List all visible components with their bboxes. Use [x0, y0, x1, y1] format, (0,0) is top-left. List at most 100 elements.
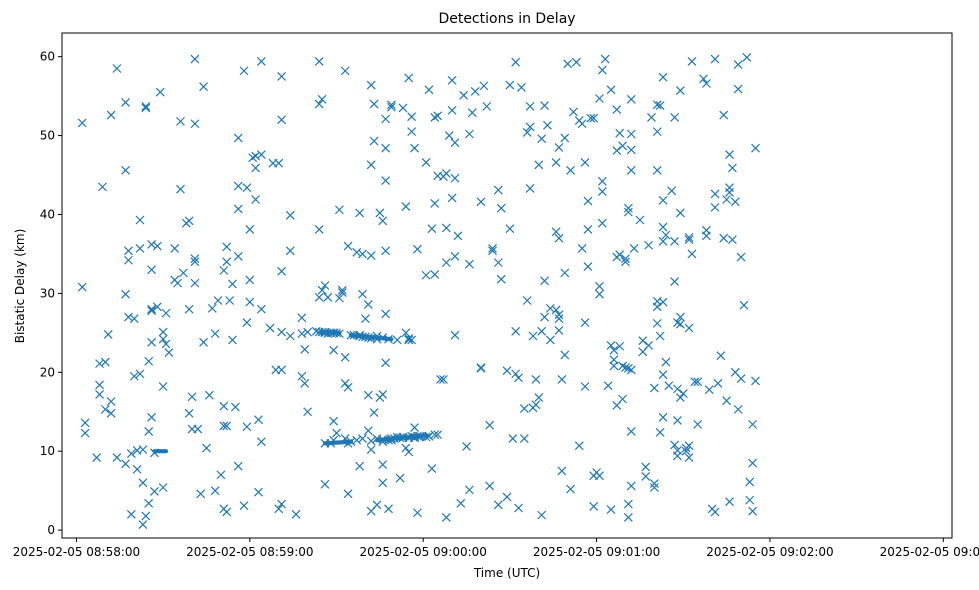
data-point [358, 434, 367, 444]
data-point [222, 421, 232, 431]
data-point [733, 60, 743, 69]
data-point [277, 115, 287, 125]
data-point [450, 330, 460, 340]
data-point [566, 484, 575, 494]
data-point [621, 257, 630, 267]
data-point [152, 241, 162, 251]
data-point [441, 223, 451, 233]
data-point [589, 502, 599, 511]
data-point [204, 390, 214, 400]
data-point [147, 304, 157, 314]
data-point [121, 165, 130, 175]
data-point [138, 445, 148, 455]
data-point [710, 507, 720, 517]
data-point [664, 381, 674, 391]
data-point [193, 424, 203, 434]
data-point [285, 210, 295, 220]
data-point [274, 158, 284, 168]
data-point [129, 314, 139, 324]
data-point [173, 278, 183, 288]
data-point [386, 102, 396, 112]
data-point [600, 54, 610, 64]
data-point [410, 143, 419, 153]
data-point [340, 66, 350, 76]
data-point [488, 243, 497, 253]
data-point [366, 445, 376, 455]
data-point [100, 357, 110, 367]
data-point [583, 196, 593, 206]
data-point [360, 332, 370, 342]
data-point [701, 225, 711, 235]
data-point [222, 507, 232, 517]
data-point [112, 64, 122, 73]
data-point [479, 81, 489, 91]
data-point [334, 293, 344, 303]
data-point [199, 337, 209, 347]
data-point [178, 268, 188, 278]
data-point [673, 416, 682, 425]
data-point [233, 133, 243, 143]
data-point [395, 433, 405, 443]
data-point [496, 274, 506, 284]
data-point [514, 503, 523, 513]
data-point [441, 169, 451, 178]
data-point [95, 389, 104, 399]
data-point [488, 246, 497, 256]
data-point [540, 312, 549, 322]
data-point [285, 246, 295, 256]
data-point [745, 477, 755, 487]
data-point [574, 441, 584, 451]
data-point [652, 100, 662, 110]
data-point [381, 246, 391, 256]
data-point [615, 250, 625, 260]
data-point [378, 460, 388, 470]
data-point [92, 453, 102, 462]
data-point [355, 461, 365, 471]
data-point [332, 428, 341, 438]
data-point [493, 185, 503, 195]
data-point [251, 195, 261, 204]
data-point [450, 138, 460, 148]
data-point [456, 498, 466, 508]
data-point [126, 449, 136, 458]
data-point [623, 363, 633, 373]
data-point [265, 323, 275, 333]
data-point [346, 437, 356, 447]
data-point [485, 481, 495, 491]
data-point [675, 312, 685, 322]
data-point [609, 355, 619, 365]
data-point [404, 73, 414, 83]
data-point [147, 265, 157, 275]
data-point [618, 394, 628, 404]
data-point [621, 254, 630, 264]
data-point [384, 334, 393, 344]
data-point [190, 254, 200, 264]
data-point [652, 127, 662, 137]
data-point [355, 208, 365, 218]
data-point [658, 195, 668, 205]
data-point [586, 113, 596, 123]
data-point [678, 389, 688, 399]
x-tick-label: 2025-02-05 09:00:00 [359, 545, 486, 559]
data-point [675, 86, 685, 96]
data-point [329, 435, 339, 445]
data-point [256, 304, 266, 314]
data-point [595, 471, 604, 481]
data-point [658, 370, 668, 380]
data-point [317, 327, 327, 337]
data-point [378, 437, 388, 447]
data-point [161, 308, 171, 318]
data-point [254, 487, 263, 497]
data-point [366, 160, 376, 170]
data-point [303, 407, 313, 417]
data-point [525, 101, 535, 111]
data-point [358, 249, 367, 259]
data-point [334, 205, 344, 215]
data-point [384, 435, 393, 445]
data-point [540, 101, 549, 111]
data-point [493, 500, 503, 510]
data-point [407, 127, 417, 137]
data-point [404, 333, 414, 343]
data-point [684, 441, 694, 451]
